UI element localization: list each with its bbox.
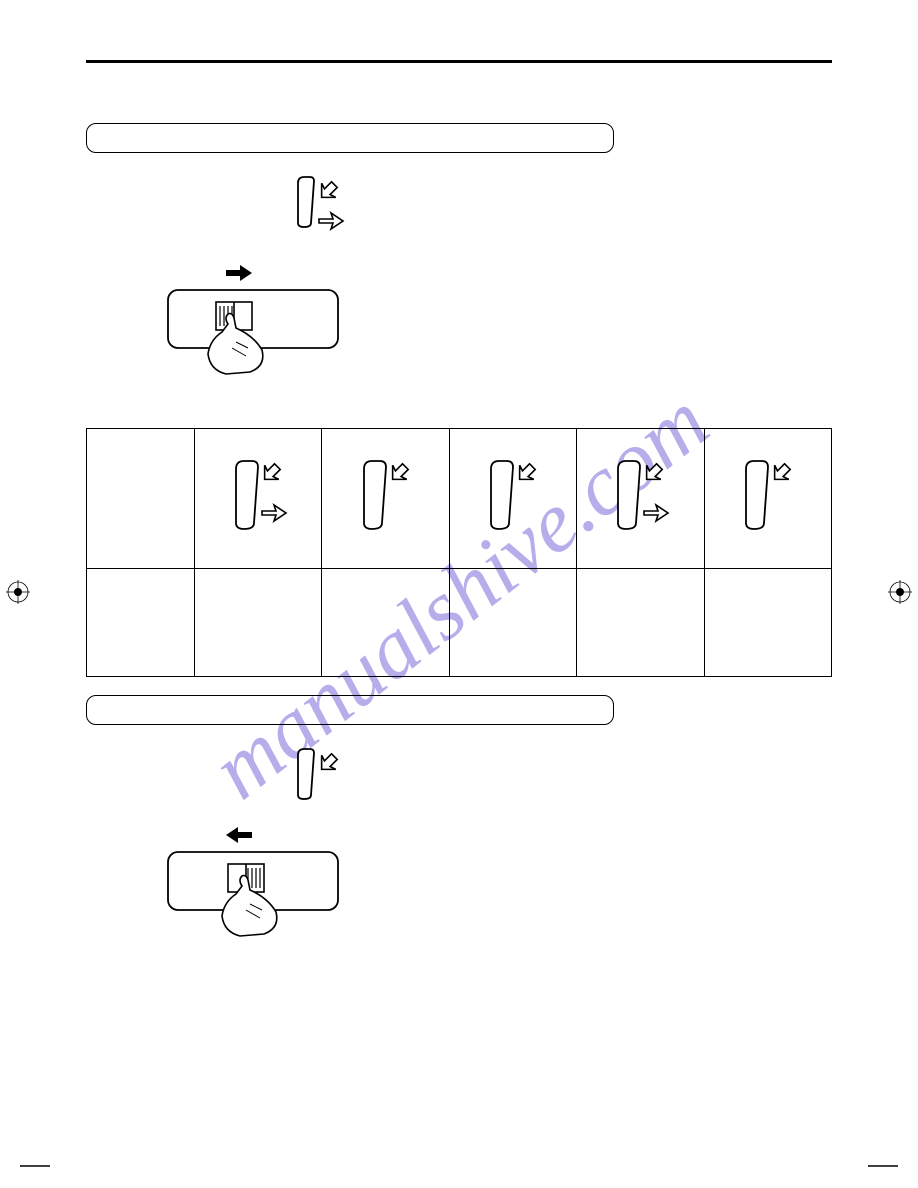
table-cell-r2c4	[449, 569, 576, 677]
crop-mark-bl	[20, 1164, 50, 1176]
table-cell-r2c6	[704, 569, 831, 677]
table-cell-r1c5	[577, 429, 704, 569]
table-cell-r2c1	[87, 569, 195, 677]
table-cell-r2c5	[577, 569, 704, 677]
section-box-2	[86, 695, 614, 725]
lever-switch-group-2	[166, 745, 366, 950]
mode-table	[86, 428, 832, 677]
table-cell-r1c2	[195, 429, 322, 569]
table-cell-r1c1	[87, 429, 195, 569]
crop-mark-left	[6, 580, 30, 604]
crop-mark-right	[888, 580, 912, 604]
table-cell-r1c3	[322, 429, 449, 569]
page-content	[86, 60, 832, 950]
table-cell-r1c6	[704, 429, 831, 569]
lever-switch-group-1	[166, 173, 366, 388]
section-box-1	[86, 123, 614, 153]
crop-mark-br	[868, 1164, 898, 1176]
table-cell-r2c3	[322, 569, 449, 677]
horizontal-rule	[86, 60, 832, 63]
table-cell-r1c4	[449, 429, 576, 569]
table-cell-r2c2	[195, 569, 322, 677]
